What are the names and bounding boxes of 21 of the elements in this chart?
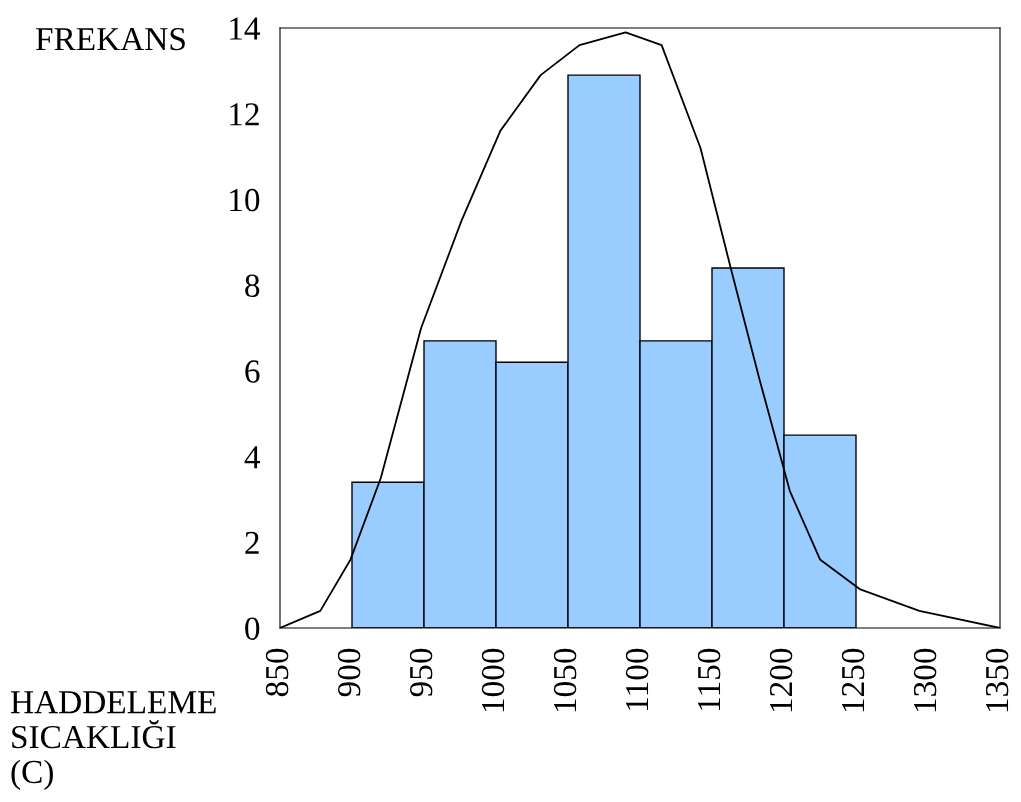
- x-axis-title: HADDELEME SICAKLIĞI (C): [10, 691, 216, 790]
- x-tick-label: 850: [265, 648, 289, 697]
- y-tick-label: 0: [245, 617, 260, 640]
- y-tick-label: 14: [230, 17, 261, 40]
- y-tick-label: 2: [245, 531, 259, 554]
- y-axis-title: FREKANS: [35, 27, 185, 51]
- y-tick-label: 10: [230, 188, 260, 212]
- x-tick-label: 950: [409, 648, 433, 697]
- y-tick-label: 4: [244, 446, 261, 469]
- y-tick-label: 8: [245, 274, 260, 298]
- x-tick-label: 1300: [913, 648, 937, 712]
- y-tick-label: 12: [230, 103, 259, 126]
- x-tick-label: 1050: [553, 648, 577, 712]
- y-tick-label: 6: [245, 360, 260, 383]
- x-tick-label: 900: [337, 648, 361, 697]
- x-tick-label: 1200: [769, 648, 793, 712]
- x-tick-label: 1150: [697, 648, 721, 710]
- x-tick-label: 1100: [625, 648, 649, 710]
- x-tick-label: 1250: [841, 648, 865, 712]
- x-tick-label: 1000: [481, 648, 505, 712]
- x-tick-label: 1350: [985, 648, 1009, 712]
